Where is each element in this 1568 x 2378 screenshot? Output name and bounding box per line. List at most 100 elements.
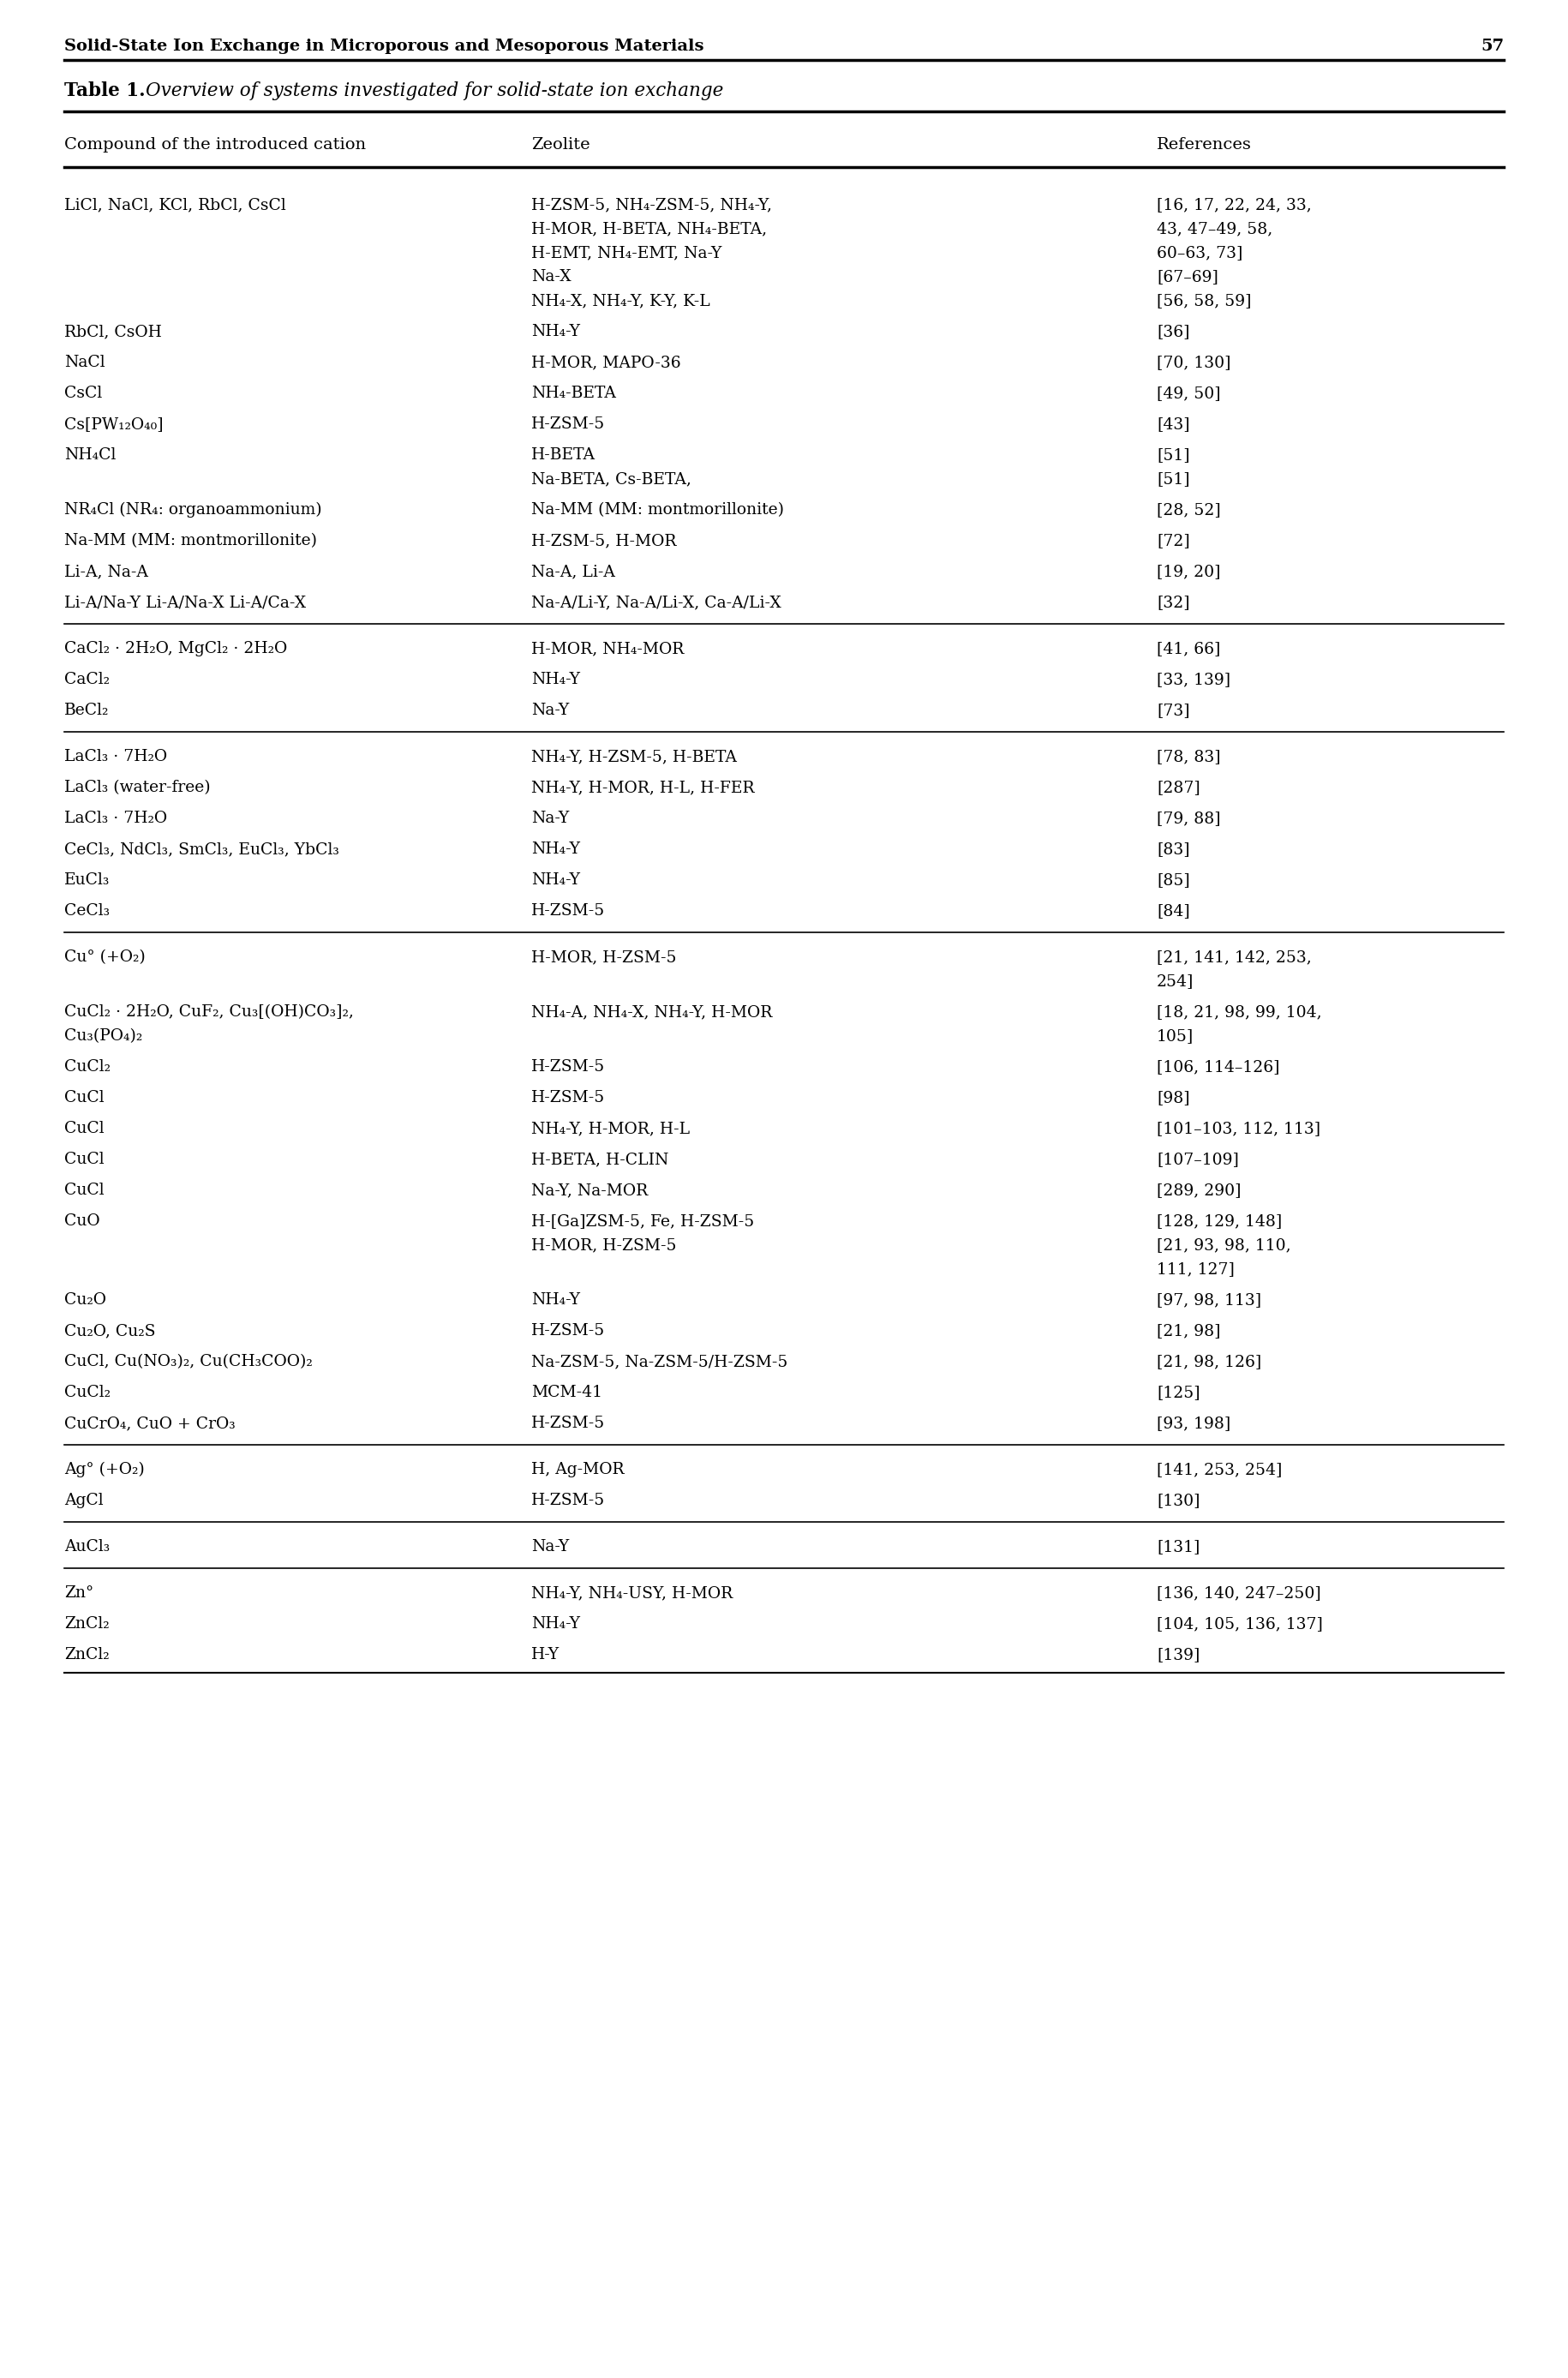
Text: LaCl₃ · 7H₂O: LaCl₃ · 7H₂O [64, 749, 168, 763]
Text: [93, 198]: [93, 198] [1157, 1415, 1231, 1432]
Text: NaCl: NaCl [64, 354, 105, 371]
Text: Cu° (+O₂): Cu° (+O₂) [64, 949, 146, 965]
Text: NH₄Cl: NH₄Cl [64, 447, 116, 464]
Text: H-ZSM-5: H-ZSM-5 [532, 1058, 605, 1075]
Text: H-MOR, H-ZSM-5: H-MOR, H-ZSM-5 [532, 949, 676, 965]
Text: NH₄-Y, H-MOR, H-L: NH₄-Y, H-MOR, H-L [532, 1120, 690, 1137]
Text: [72]: [72] [1157, 533, 1190, 549]
Text: H-EMT, NH₄-EMT, Na-Y: H-EMT, NH₄-EMT, Na-Y [532, 245, 721, 262]
Text: H, Ag-MOR: H, Ag-MOR [532, 1462, 624, 1477]
Text: Cu₂O: Cu₂O [64, 1291, 107, 1308]
Text: CeCl₃, NdCl₃, SmCl₃, EuCl₃, YbCl₃: CeCl₃, NdCl₃, SmCl₃, EuCl₃, YbCl₃ [64, 842, 339, 856]
Text: [51]: [51] [1157, 471, 1190, 487]
Text: 60–63, 73]: 60–63, 73] [1157, 245, 1243, 262]
Text: BeCl₂: BeCl₂ [64, 702, 110, 718]
Text: CuCl, Cu(NO₃)₂, Cu(CH₃COO)₂: CuCl, Cu(NO₃)₂, Cu(CH₃COO)₂ [64, 1353, 312, 1370]
Text: [41, 66]: [41, 66] [1157, 642, 1220, 656]
Text: EuCl₃: EuCl₃ [64, 873, 110, 887]
Text: LaCl₃ (water-free): LaCl₃ (water-free) [64, 780, 210, 794]
Text: CuCl: CuCl [64, 1182, 103, 1199]
Text: Na-A, Li-A: Na-A, Li-A [532, 564, 615, 580]
Text: NH₄-Y, H-MOR, H-L, H-FER: NH₄-Y, H-MOR, H-L, H-FER [532, 780, 754, 794]
Text: CaCl₂: CaCl₂ [64, 673, 110, 687]
Text: [67–69]: [67–69] [1157, 269, 1218, 285]
Text: [78, 83]: [78, 83] [1157, 749, 1220, 763]
Text: H-BETA, H-CLIN: H-BETA, H-CLIN [532, 1151, 668, 1168]
Text: 254]: 254] [1157, 973, 1193, 989]
Text: [79, 88]: [79, 88] [1157, 811, 1220, 825]
Text: [21, 98]: [21, 98] [1157, 1322, 1220, 1339]
Text: Na-A/Li-Y, Na-A/Li-X, Ca-A/Li-X: Na-A/Li-Y, Na-A/Li-X, Ca-A/Li-X [532, 594, 781, 611]
Text: [73]: [73] [1157, 702, 1190, 718]
Text: [85]: [85] [1157, 873, 1190, 887]
Text: Na-Y, Na-MOR: Na-Y, Na-MOR [532, 1182, 648, 1199]
Text: CuCrO₄, CuO + CrO₃: CuCrO₄, CuO + CrO₃ [64, 1415, 235, 1432]
Text: Zn°: Zn° [64, 1586, 94, 1600]
Text: Na-ZSM-5, Na-ZSM-5/H-ZSM-5: Na-ZSM-5, Na-ZSM-5/H-ZSM-5 [532, 1353, 787, 1370]
Text: [28, 52]: [28, 52] [1157, 502, 1221, 518]
Text: NR₄Cl (NR₄: organoammonium): NR₄Cl (NR₄: organoammonium) [64, 502, 321, 518]
Text: NH₄-Y: NH₄-Y [532, 1291, 580, 1308]
Text: H-ZSM-5: H-ZSM-5 [532, 1415, 605, 1432]
Text: Na-Y: Na-Y [532, 811, 569, 825]
Text: [125]: [125] [1157, 1384, 1200, 1401]
Text: [21, 98, 126]: [21, 98, 126] [1157, 1353, 1262, 1370]
Text: ZnCl₂: ZnCl₂ [64, 1617, 110, 1631]
Text: [16, 17, 22, 24, 33,: [16, 17, 22, 24, 33, [1157, 197, 1311, 212]
Text: H-MOR, H-ZSM-5: H-MOR, H-ZSM-5 [532, 1237, 676, 1253]
Text: AuCl₃: AuCl₃ [64, 1539, 110, 1555]
Text: Solid-State Ion Exchange in Microporous and Mesoporous Materials: Solid-State Ion Exchange in Microporous … [64, 38, 704, 55]
Text: H-ZSM-5: H-ZSM-5 [532, 416, 605, 433]
Text: H-ZSM-5: H-ZSM-5 [532, 1322, 605, 1339]
Text: H-ZSM-5: H-ZSM-5 [532, 1089, 605, 1106]
Text: NH₄-Y: NH₄-Y [532, 1617, 580, 1631]
Text: [97, 98, 113]: [97, 98, 113] [1157, 1291, 1261, 1308]
Text: NH₄-A, NH₄-X, NH₄-Y, H-MOR: NH₄-A, NH₄-X, NH₄-Y, H-MOR [532, 1004, 773, 1020]
Text: CuCl₂: CuCl₂ [64, 1058, 110, 1075]
Text: 43, 47–49, 58,: 43, 47–49, 58, [1157, 221, 1273, 235]
Text: [18, 21, 98, 99, 104,: [18, 21, 98, 99, 104, [1157, 1004, 1322, 1020]
Text: [289, 290]: [289, 290] [1157, 1182, 1242, 1199]
Text: Na-X: Na-X [532, 269, 571, 285]
Text: RbCl, CsOH: RbCl, CsOH [64, 323, 162, 340]
Text: Na-MM (MM: montmorillonite): Na-MM (MM: montmorillonite) [64, 533, 317, 549]
Text: H-ZSM-5, H-MOR: H-ZSM-5, H-MOR [532, 533, 676, 549]
Text: MCM-41: MCM-41 [532, 1384, 602, 1401]
Text: [49, 50]: [49, 50] [1157, 385, 1220, 402]
Text: Table 1.: Table 1. [64, 81, 146, 100]
Text: [43]: [43] [1157, 416, 1190, 433]
Text: Na-MM (MM: montmorillonite): Na-MM (MM: montmorillonite) [532, 502, 784, 518]
Text: [56, 58, 59]: [56, 58, 59] [1157, 292, 1251, 309]
Text: ZnCl₂: ZnCl₂ [64, 1648, 110, 1662]
Text: [83]: [83] [1157, 842, 1190, 856]
Text: [21, 93, 98, 110,: [21, 93, 98, 110, [1157, 1237, 1290, 1253]
Text: [130]: [130] [1157, 1493, 1200, 1508]
Text: NH₄-Y, NH₄-USY, H-MOR: NH₄-Y, NH₄-USY, H-MOR [532, 1586, 732, 1600]
Text: [139]: [139] [1157, 1648, 1200, 1662]
Text: Cs[PW₁₂O₄₀]: Cs[PW₁₂O₄₀] [64, 416, 163, 433]
Text: [106, 114–126]: [106, 114–126] [1157, 1058, 1279, 1075]
Text: H-Y: H-Y [532, 1648, 560, 1662]
Text: H-[Ga]ZSM-5, Fe, H-ZSM-5: H-[Ga]ZSM-5, Fe, H-ZSM-5 [532, 1213, 754, 1229]
Text: [101–103, 112, 113]: [101–103, 112, 113] [1157, 1120, 1320, 1137]
Text: [33, 139]: [33, 139] [1157, 673, 1231, 687]
Text: H-MOR, MAPO-36: H-MOR, MAPO-36 [532, 354, 681, 371]
Text: [136, 140, 247–250]: [136, 140, 247–250] [1157, 1586, 1320, 1600]
Text: [287]: [287] [1157, 780, 1200, 794]
Text: NH₄-Y: NH₄-Y [532, 842, 580, 856]
Text: Compound of the introduced cation: Compound of the introduced cation [64, 138, 365, 152]
Text: NH₄-Y: NH₄-Y [532, 323, 580, 340]
Text: [98]: [98] [1157, 1089, 1190, 1106]
Text: Li-A/Na-Y Li-A/Na-X Li-A/Ca-X: Li-A/Na-Y Li-A/Na-X Li-A/Ca-X [64, 594, 306, 611]
Text: 57: 57 [1480, 38, 1504, 55]
Text: [131]: [131] [1157, 1539, 1200, 1555]
Text: [141, 253, 254]: [141, 253, 254] [1157, 1462, 1283, 1477]
Text: Na-Y: Na-Y [532, 702, 569, 718]
Text: NH₄-X, NH₄-Y, K-Y, K-L: NH₄-X, NH₄-Y, K-Y, K-L [532, 292, 710, 309]
Text: 111, 127]: 111, 127] [1157, 1260, 1234, 1277]
Text: H-ZSM-5, NH₄-ZSM-5, NH₄-Y,: H-ZSM-5, NH₄-ZSM-5, NH₄-Y, [532, 197, 771, 212]
Text: CuO: CuO [64, 1213, 100, 1229]
Text: H-ZSM-5: H-ZSM-5 [532, 904, 605, 918]
Text: H-MOR, NH₄-MOR: H-MOR, NH₄-MOR [532, 642, 684, 656]
Text: Overview of systems investigated for solid-state ion exchange: Overview of systems investigated for sol… [146, 81, 723, 100]
